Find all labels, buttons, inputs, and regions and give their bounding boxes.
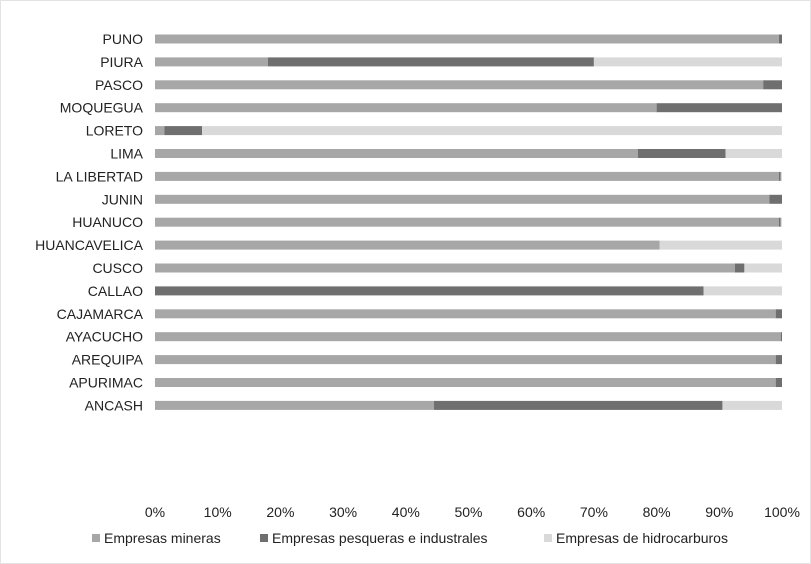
legend-label-empresas-pesqueras-e-industrales: Empresas pesqueras e industrales — [272, 530, 488, 546]
bar-la-libertad-empresas-de-hidrocarburos — [780, 171, 782, 181]
bar-la-libertad-empresas-mineras — [155, 171, 779, 181]
category-label-puno: PUNO — [103, 31, 144, 47]
category-label-la-libertad: LA LIBERTAD — [56, 168, 143, 184]
bar-lima-empresas-pesqueras-e-industrales — [637, 149, 726, 158]
bar-loreto-empresas-de-hidrocarburos — [202, 126, 782, 136]
bar-huanuco-empresas-pesqueras-e-industrales — [778, 217, 781, 227]
x-tick-labels: 0% 10% 20% 30% 40% 50% 60% 70% 80% 90% 100% — [145, 504, 800, 520]
bar-piura-empresas-de-hidrocarburos — [593, 57, 782, 67]
bar-loreto-empresas-mineras — [155, 126, 165, 136]
bar-ancash-empresas-mineras — [155, 400, 435, 410]
bar-pasco-empresas-pesqueras-e-industrales — [763, 80, 782, 90]
category-label-cusco: CUSCO — [92, 260, 143, 276]
bar-huancavelica-empresas-de-hidrocarburos — [659, 240, 782, 250]
legend: Empresas mineras Empresas pesqueras e ind… — [92, 530, 728, 546]
legend-swatch-empresas-mineras — [92, 534, 100, 542]
bar-huanuco-empresas-mineras — [155, 217, 779, 227]
category-label-lima: LIMA — [110, 146, 143, 162]
category-label-callao: CALLAO — [88, 283, 143, 299]
category-label-cajamarca: CAJAMARCA — [57, 306, 144, 322]
category-label-moquegua: MOQUEGUA — [60, 100, 144, 116]
bar-puno-empresas-pesqueras-e-industrales — [778, 34, 782, 44]
bar-junin-empresas-pesqueras-e-industrales — [769, 194, 782, 204]
category-label-pasco: PASCO — [95, 77, 143, 93]
x-tick-50: 50% — [454, 504, 482, 520]
bar-moquegua-empresas-pesqueras-e-industrales — [656, 103, 782, 113]
bar-lima-empresas-mineras — [155, 149, 638, 158]
bar-arequipa-empresas-pesqueras-e-industrales — [775, 355, 782, 365]
category-label-huancavelica: HUANCAVELICA — [35, 237, 144, 253]
category-label-huanuco: HUANUCO — [72, 214, 143, 230]
bar-junin-empresas-mineras — [155, 194, 770, 204]
x-tick-100: 100% — [764, 504, 800, 520]
bar-huancavelica-empresas-mineras — [155, 240, 660, 250]
bar-lima-empresas-de-hidrocarburos — [725, 149, 782, 158]
category-label-junin: JUNIN — [102, 191, 143, 207]
bar-piura-empresas-mineras — [155, 57, 268, 67]
legend-swatch-empresas-pesqueras-e-industrales — [260, 534, 268, 542]
x-tick-80: 80% — [643, 504, 671, 520]
bar-cusco-empresas-de-hidrocarburos — [744, 263, 782, 273]
bar-puno-empresas-mineras — [155, 34, 779, 44]
legend-label-empresas-de-hidrocarburos: Empresas de hidrocarburos — [556, 530, 728, 546]
category-label-ancash: ANCASH — [85, 397, 143, 413]
bar-arequipa-empresas-mineras — [155, 355, 776, 365]
bar-apurimac-empresas-mineras — [155, 378, 776, 387]
category-label-apurimac: APURIMAC — [69, 375, 143, 391]
category-label-ayacucho: AYACUCHO — [66, 329, 143, 345]
bar-moquegua-empresas-mineras — [155, 103, 657, 113]
legend-swatch-empresas-de-hidrocarburos — [544, 534, 552, 542]
bar-callao-empresas-de-hidrocarburos — [703, 286, 782, 296]
bar-ancash-empresas-pesqueras-e-industrales — [434, 400, 723, 410]
category-labels: PUNO PIURA PASCO MOQUEGUA LORETO LIMA LA LIBER… — [35, 31, 144, 413]
category-label-piura: PIURA — [100, 54, 143, 70]
bar-piura-empresas-pesqueras-e-industrales — [267, 57, 594, 67]
bar-cusco-empresas-mineras — [155, 263, 735, 273]
legend-label-empresas-mineras: Empresas mineras — [104, 530, 221, 546]
bar-ancash-empresas-de-hidrocarburos — [722, 400, 782, 410]
category-label-loreto: LORETO — [86, 123, 143, 139]
x-tick-60: 60% — [517, 504, 545, 520]
x-tick-90: 90% — [705, 504, 733, 520]
bars-layer — [155, 34, 782, 410]
bar-cajamarca-empresas-pesqueras-e-industrales — [775, 309, 782, 319]
bar-callao-empresas-pesqueras-e-industrales — [155, 286, 704, 296]
bar-loreto-empresas-pesqueras-e-industrales — [164, 126, 203, 136]
x-tick-10: 10% — [204, 504, 232, 520]
bar-cusco-empresas-pesqueras-e-industrales — [734, 263, 745, 273]
x-tick-40: 40% — [392, 504, 420, 520]
x-tick-70: 70% — [580, 504, 608, 520]
bar-ayacucho-empresas-pesqueras-e-industrales — [780, 332, 782, 342]
bar-cajamarca-empresas-mineras — [155, 309, 776, 319]
bar-apurimac-empresas-pesqueras-e-industrales — [775, 378, 782, 387]
bar-pasco-empresas-mineras — [155, 80, 764, 90]
bar-huanuco-empresas-de-hidrocarburos — [780, 217, 782, 227]
category-label-arequipa: AREQUIPA — [72, 352, 144, 368]
bar-la-libertad-empresas-pesqueras-e-industrales — [778, 171, 781, 181]
x-tick-0: 0% — [145, 504, 165, 520]
bar-ayacucho-empresas-mineras — [155, 332, 781, 342]
x-tick-20: 20% — [266, 504, 294, 520]
x-tick-30: 30% — [329, 504, 357, 520]
